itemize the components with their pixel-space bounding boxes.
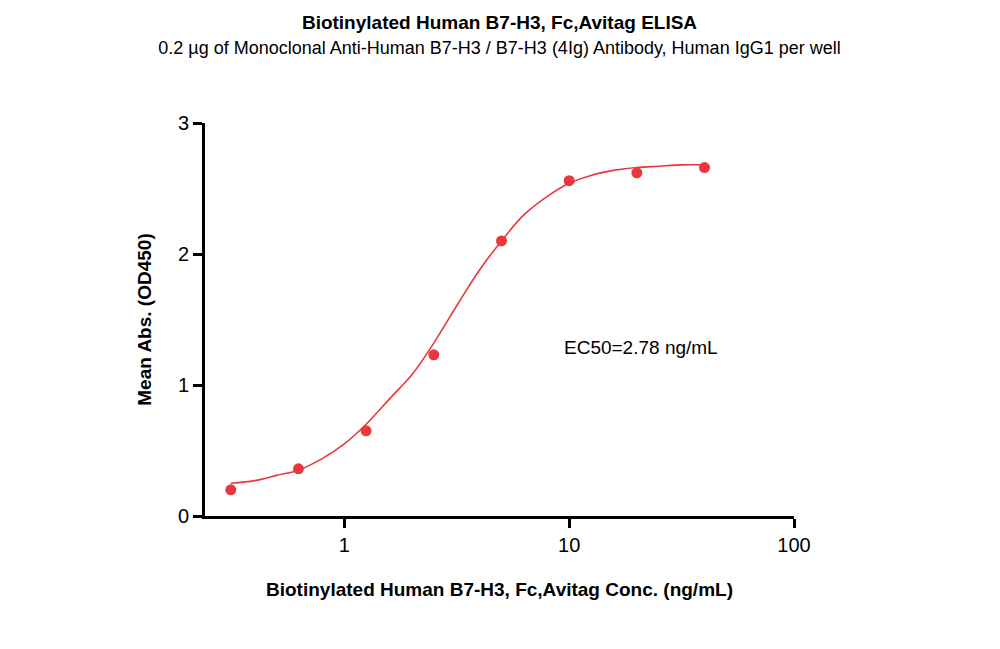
svg-text:Biotinylated Human B7-H3, Fc,A: Biotinylated Human B7-H3, Fc,Avitag ELIS… [158,12,840,58]
svg-text:EC50=2.78 ng/mL: EC50=2.78 ng/mL [564,337,718,358]
svg-text:Biotinylated Human B7-H3, Fc,A: Biotinylated Human B7-H3, Fc,Avitag Conc… [266,579,733,600]
svg-text:1: 1 [339,534,350,556]
svg-text:3: 3 [178,112,189,134]
svg-text:100: 100 [777,534,810,556]
svg-text:2: 2 [178,243,189,265]
svg-text:Mean Abs. (OD450): Mean Abs. (OD450) [134,233,155,405]
svg-text:0: 0 [178,505,189,527]
svg-text:10: 10 [558,534,580,556]
svg-text:1: 1 [178,374,189,396]
